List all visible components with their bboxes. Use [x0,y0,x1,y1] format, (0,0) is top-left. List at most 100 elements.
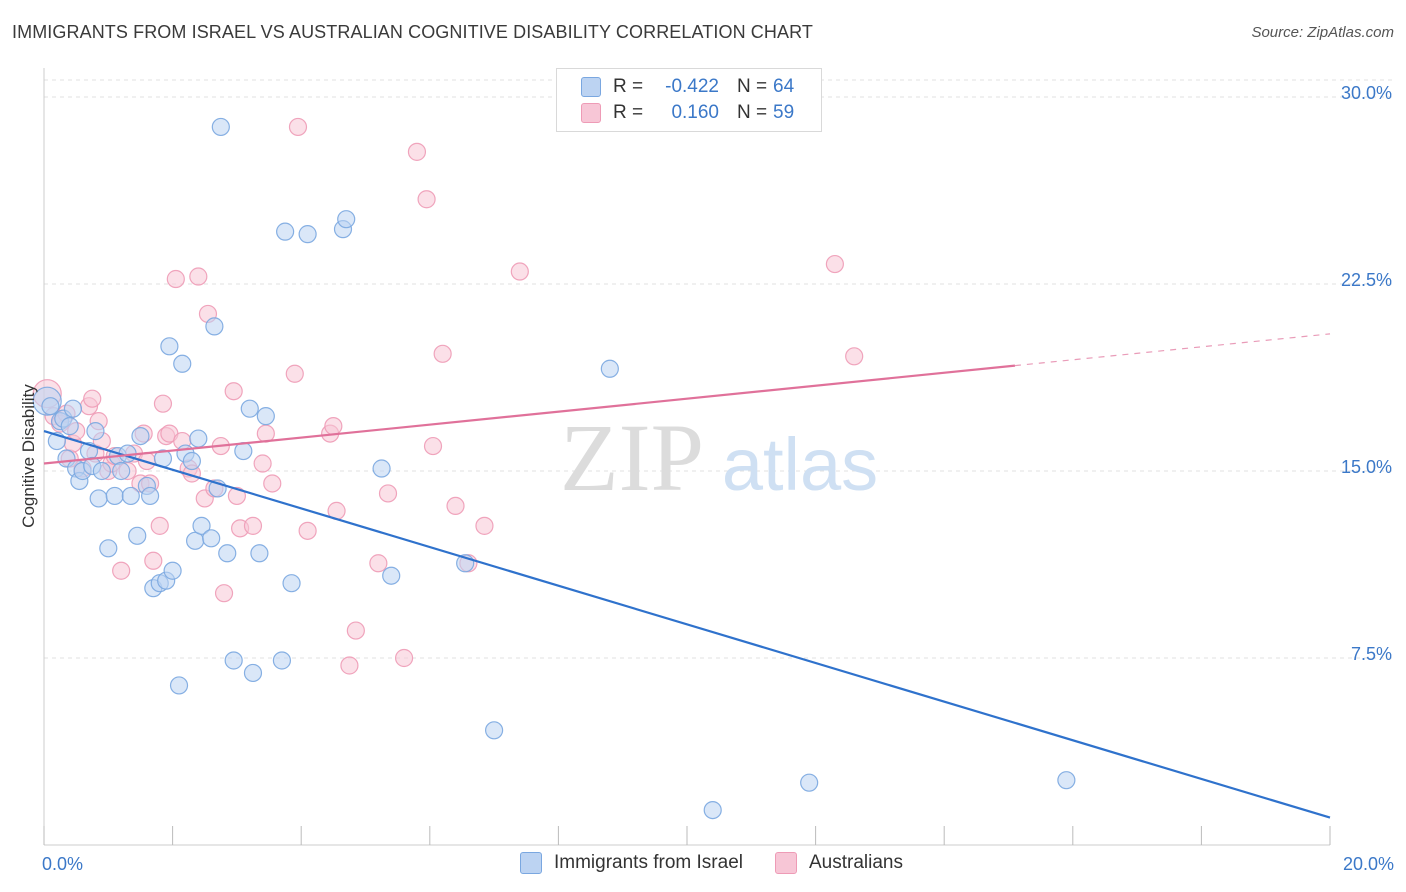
data-point [112,561,131,580]
data-point [240,399,259,418]
data-point [173,354,192,373]
data-point [298,521,317,540]
data-point [202,529,221,548]
legend-n-value: 59 [773,102,795,123]
data-point [825,254,844,274]
data-point [485,721,504,740]
data-point [169,676,189,695]
tick-labels: 7.5% 15.0% 22.5% 30.0% 0.0% 20.0% [42,83,1394,874]
chart-title: IMMIGRANTS FROM ISRAEL VS AUSTRALIAN COG… [12,22,813,42]
legend-swatch-pink [774,852,797,874]
data-point [211,117,230,137]
data-point [163,561,182,580]
legend-r-label: R = [613,76,644,97]
x-tick-label: 20.0% [1343,854,1394,874]
data-point [417,190,436,209]
y-tick-label: 15.0% [1341,457,1392,477]
data-point [166,269,185,289]
data-point [160,337,179,356]
data-point [382,566,401,585]
legend-r-value: -0.422 [665,76,719,97]
legend-n-value: 64 [773,76,795,97]
legend-row-israel: R = -0.422 N = 64 [581,75,794,99]
data-point [99,539,118,558]
legend-n-label: N = [737,102,768,123]
source-label: Source: ZipAtlas.com [1251,24,1394,41]
data-point [510,262,529,281]
correlation-legend: R = -0.422 N = 64 R = 0.160 N = 59 [556,68,822,132]
data-point [182,451,201,471]
data-point [224,382,243,401]
trend-line-australians [43,364,1016,465]
data-point [256,407,275,426]
data-point [224,651,243,670]
watermark-zip: ZIP [560,404,704,511]
series-legend: Immigrants from Israel Australians [520,852,935,874]
y-tick-label: 7.5% [1351,644,1392,664]
data-point [227,486,246,506]
data-point [288,117,308,137]
data-point [112,461,131,481]
data-point [60,417,79,436]
data-point [63,399,83,418]
data-point [340,656,359,675]
legend-r-label: R = [613,102,644,123]
data-point [845,347,864,366]
data-point [83,389,102,408]
data-point [243,516,263,535]
watermark-atlas: atlas [722,423,878,506]
data-point [378,484,398,503]
grid-lines [44,79,1392,659]
data-point [89,489,108,508]
data-point [92,461,111,481]
axes [43,68,1331,846]
data-point [144,551,163,570]
data-point [372,459,391,478]
data-point [150,516,169,535]
data-point [337,210,356,229]
data-point [128,526,147,545]
data-point [446,496,465,516]
legend-n-label: N = [737,76,768,97]
y-axis-label: Cognitive Disability [19,384,38,528]
data-point [192,516,211,535]
data-point [703,800,722,820]
data-point [131,426,150,446]
watermark: ZIP atlas [560,404,878,511]
trend-line-australians-projection [1014,333,1331,367]
data-point [282,574,301,593]
data-point [423,436,443,456]
legend-swatch-blue [581,77,601,97]
legend-label-israel: Immigrants from Israel [554,852,743,873]
data-point [276,222,295,241]
data-point [369,554,388,573]
trend-lines [43,333,1331,819]
data-point [1057,771,1076,790]
data-point [433,344,452,363]
x-tick-label: 0.0% [42,854,83,874]
y-tick-label: 30.0% [1341,83,1392,103]
legend-swatch-pink [581,103,601,123]
data-point [253,454,272,473]
legend-r-value: 0.160 [671,102,719,123]
data-point [285,364,304,383]
data-point [800,773,819,792]
legend-swatch-blue [520,852,542,874]
data-point [105,486,124,506]
data-point [407,142,427,161]
legend-item-israel: Immigrants from Israel [520,852,743,874]
data-point [86,422,105,441]
data-point [263,474,282,493]
data-point [346,621,365,640]
data-point [250,544,269,563]
y-tick-label: 22.5% [1341,270,1392,290]
data-point [121,486,140,506]
data-point [298,225,317,244]
data-point [394,648,414,668]
data-point [189,429,208,448]
data-point [41,397,60,416]
data-point [243,663,263,683]
series-immigrants-from-israel [32,117,1076,820]
data-point [189,267,208,286]
